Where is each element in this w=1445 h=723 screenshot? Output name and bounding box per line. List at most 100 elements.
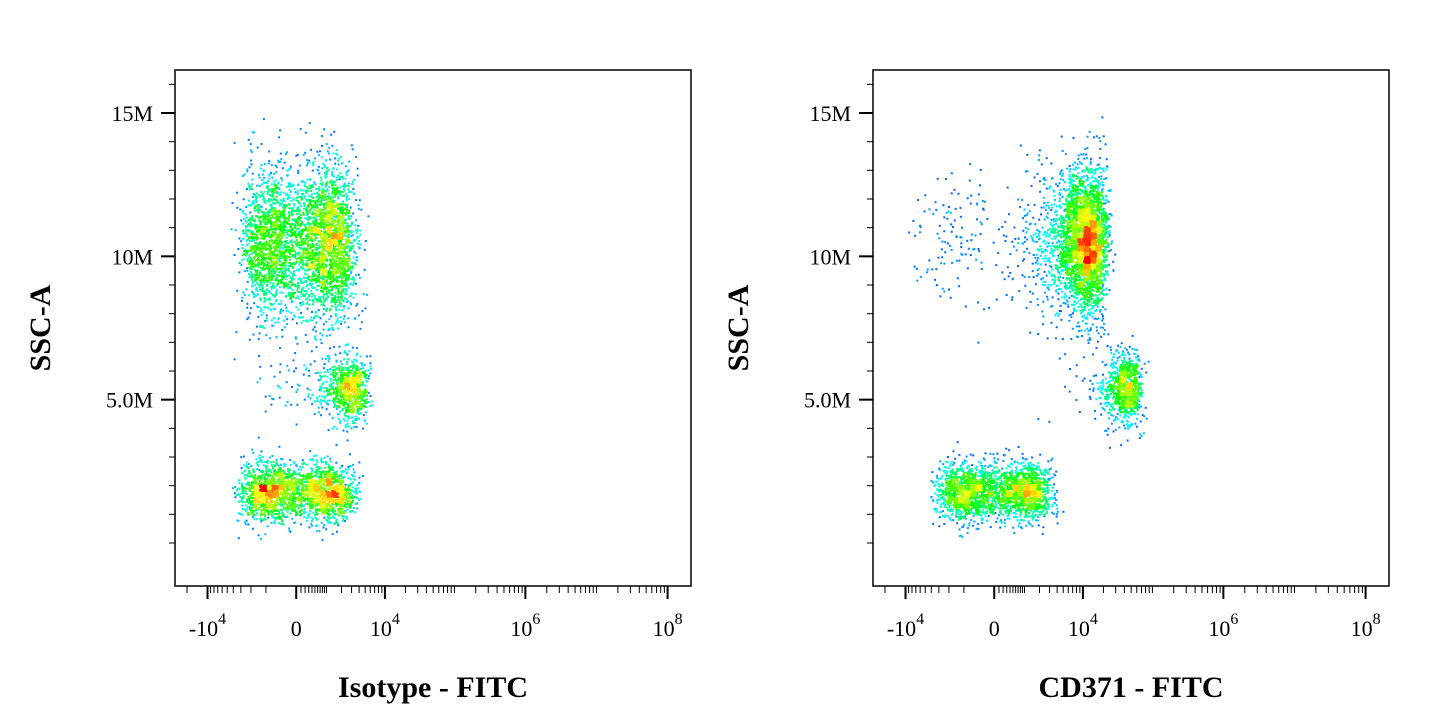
event-dot bbox=[288, 527, 290, 530]
event-dot bbox=[246, 170, 249, 173]
event-dot bbox=[317, 240, 320, 243]
event-dot bbox=[256, 242, 259, 245]
event-dot bbox=[323, 242, 326, 245]
event-dot bbox=[322, 253, 325, 256]
event-dot bbox=[351, 346, 354, 349]
event-dot bbox=[271, 467, 274, 470]
event-dot bbox=[326, 275, 329, 278]
event-dot bbox=[314, 513, 317, 516]
event-dot bbox=[370, 404, 373, 407]
event-dot bbox=[304, 483, 307, 486]
event-dot bbox=[318, 271, 320, 274]
event-dot bbox=[340, 285, 342, 288]
event-dot bbox=[252, 262, 255, 265]
event-dot bbox=[347, 409, 350, 412]
event-dot bbox=[282, 263, 285, 266]
event-dot bbox=[319, 317, 322, 320]
event-dot bbox=[292, 272, 295, 275]
event-dot bbox=[350, 144, 353, 147]
event-dot bbox=[339, 258, 341, 260]
event-dot bbox=[325, 290, 328, 293]
event-dot bbox=[288, 294, 291, 297]
event-dot bbox=[278, 257, 281, 260]
event-dot bbox=[309, 284, 312, 287]
event-dot bbox=[300, 216, 303, 219]
event-dot bbox=[358, 385, 361, 387]
event-dot bbox=[236, 289, 239, 292]
event-dot bbox=[318, 476, 321, 479]
event-dot bbox=[268, 248, 271, 251]
event-dot bbox=[298, 488, 301, 491]
event-dot bbox=[358, 391, 361, 394]
event-dot bbox=[273, 465, 276, 468]
event-dot bbox=[270, 364, 273, 367]
event-dot bbox=[319, 222, 322, 225]
event-dot bbox=[258, 259, 261, 262]
event-dot bbox=[352, 477, 355, 480]
event-dot bbox=[339, 474, 342, 476]
event-dot bbox=[301, 259, 303, 262]
event-dot bbox=[258, 274, 261, 277]
event-dot bbox=[296, 403, 299, 406]
event-dot bbox=[337, 263, 340, 266]
event-dot bbox=[254, 241, 257, 244]
event-dot bbox=[349, 365, 352, 368]
event-dot bbox=[279, 160, 282, 163]
event-dot bbox=[288, 258, 291, 261]
event-dot bbox=[337, 257, 340, 260]
event-dot bbox=[347, 278, 350, 281]
event-dot bbox=[260, 263, 263, 266]
event-dot bbox=[347, 465, 350, 468]
event-dot bbox=[335, 227, 338, 230]
event-dot bbox=[267, 221, 270, 224]
event-dot bbox=[278, 479, 281, 482]
event-dot bbox=[278, 228, 281, 230]
event-dot bbox=[274, 239, 277, 242]
event-dot bbox=[342, 268, 345, 271]
event-dot bbox=[349, 410, 352, 413]
event-dot bbox=[264, 211, 267, 214]
event-dot bbox=[352, 282, 355, 284]
event-dot bbox=[255, 287, 258, 289]
event-dot bbox=[250, 278, 253, 281]
event-dot bbox=[271, 215, 274, 218]
event-dot bbox=[354, 199, 357, 202]
event-dot bbox=[346, 487, 349, 490]
event-dot bbox=[261, 225, 263, 228]
event-dot bbox=[297, 316, 300, 319]
event-dot bbox=[261, 279, 264, 282]
event-dot bbox=[343, 184, 346, 187]
event-dot bbox=[313, 360, 316, 363]
event-dot bbox=[323, 195, 326, 198]
event-dot bbox=[260, 476, 263, 479]
event-dot bbox=[362, 404, 365, 407]
event-dot bbox=[308, 211, 311, 214]
event-dot bbox=[326, 519, 329, 522]
event-dot bbox=[356, 174, 359, 177]
event-dot bbox=[333, 187, 336, 190]
event-dot bbox=[327, 471, 330, 474]
event-dot bbox=[294, 500, 297, 503]
event-dot bbox=[348, 257, 351, 260]
event-dot bbox=[311, 283, 314, 285]
event-dot bbox=[311, 196, 314, 199]
event-dot bbox=[283, 204, 286, 207]
event-dot bbox=[271, 265, 274, 268]
event-dot bbox=[296, 513, 299, 516]
event-dot bbox=[302, 286, 305, 289]
event-dot bbox=[275, 517, 278, 520]
event-dot bbox=[308, 293, 311, 296]
event-dot bbox=[302, 262, 305, 265]
event-dot bbox=[322, 262, 324, 265]
event-dot bbox=[342, 187, 345, 190]
event-dot bbox=[326, 375, 329, 378]
event-dot bbox=[253, 193, 256, 196]
event-dot bbox=[318, 253, 321, 256]
event-dot bbox=[340, 260, 343, 263]
event-dot bbox=[287, 255, 290, 258]
event-dot bbox=[253, 256, 256, 259]
event-dot bbox=[276, 253, 279, 256]
event-dot bbox=[354, 262, 357, 265]
event-dot bbox=[248, 273, 250, 275]
event-dot bbox=[337, 197, 339, 200]
